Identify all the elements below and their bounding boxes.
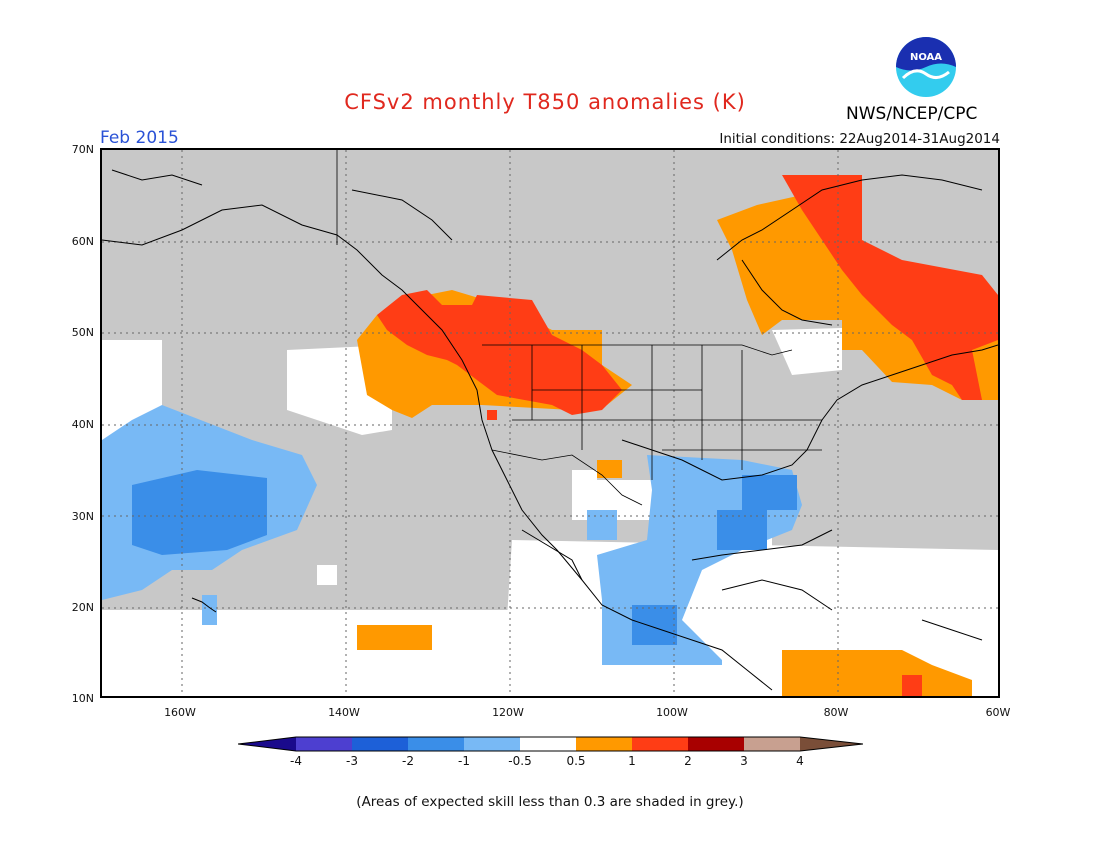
- lon-label-80w: 80W: [823, 706, 849, 719]
- colorbar-segment-1: [632, 737, 688, 751]
- chart-title: CFSv2 monthly T850 anomalies (K): [344, 90, 746, 114]
- lon-label-140w: 140W: [328, 706, 360, 719]
- colorbar-label-minus2: -2: [402, 754, 414, 768]
- colorbar-label-minus1: -1: [458, 754, 470, 768]
- svg-text:NOAA: NOAA: [910, 52, 942, 63]
- anomaly-map: [100, 148, 1000, 698]
- color-scale-bar: [238, 736, 863, 752]
- coastlines: [102, 169, 998, 691]
- colorbar-segment-3: [744, 737, 800, 751]
- colorbar-label-3: 3: [740, 754, 748, 768]
- colorbar-segment-minus1: [464, 737, 520, 751]
- political-borders: [336, 150, 822, 506]
- colorbar-label-1: 1: [628, 754, 636, 768]
- colorbar-label-4: 4: [796, 754, 804, 768]
- lat-label-50n: 50N: [71, 326, 94, 339]
- colorbar-segment-minus3: [352, 737, 408, 751]
- colorbar-segment-below-minus4: [238, 737, 296, 751]
- lon-label-60w: 60W: [985, 706, 1011, 719]
- colorbar-label-minus0p5: -0.5: [508, 754, 532, 768]
- lon-label-160w: 160W: [164, 706, 196, 719]
- lat-label-30n: 30N: [71, 510, 94, 523]
- lon-label-100w: 100W: [656, 706, 688, 719]
- colorbar-segment-minus4: [296, 737, 352, 751]
- initial-conditions: Initial conditions: 22Aug2014-31Aug2014: [719, 131, 1000, 147]
- colorbar-label-2: 2: [684, 754, 692, 768]
- lat-label-70n: 70N: [71, 143, 94, 156]
- lat-label-20n: 20N: [71, 601, 94, 614]
- blue-regions: [132, 470, 797, 645]
- skill-footnote: (Areas of expected skill less than 0.3 a…: [356, 794, 744, 810]
- lat-label-10n: 10N: [71, 692, 94, 705]
- colorbar-segment-above-4: [800, 737, 863, 751]
- colorbar-segment-0p5: [576, 737, 632, 751]
- colorbar-label-minus3: -3: [346, 754, 358, 768]
- colorbar-segment-minus2: [408, 737, 464, 751]
- lat-label-40n: 40N: [71, 418, 94, 431]
- noaa-logo-icon: NOAA: [896, 37, 956, 97]
- colorbar-segment-neutral: [520, 737, 576, 751]
- lat-label-60n: 60N: [71, 235, 94, 248]
- red-regions: [377, 175, 998, 696]
- colorbar-label-minus4: -4: [290, 754, 302, 768]
- agency-label: NWS/NCEP/CPC: [846, 104, 978, 124]
- forecast-period: Feb 2015: [100, 128, 179, 148]
- grid-lines: [102, 150, 998, 696]
- colorbar-label-0p5: 0.5: [566, 754, 586, 768]
- colorbar-segment-2: [688, 737, 744, 751]
- lon-label-120w: 120W: [492, 706, 524, 719]
